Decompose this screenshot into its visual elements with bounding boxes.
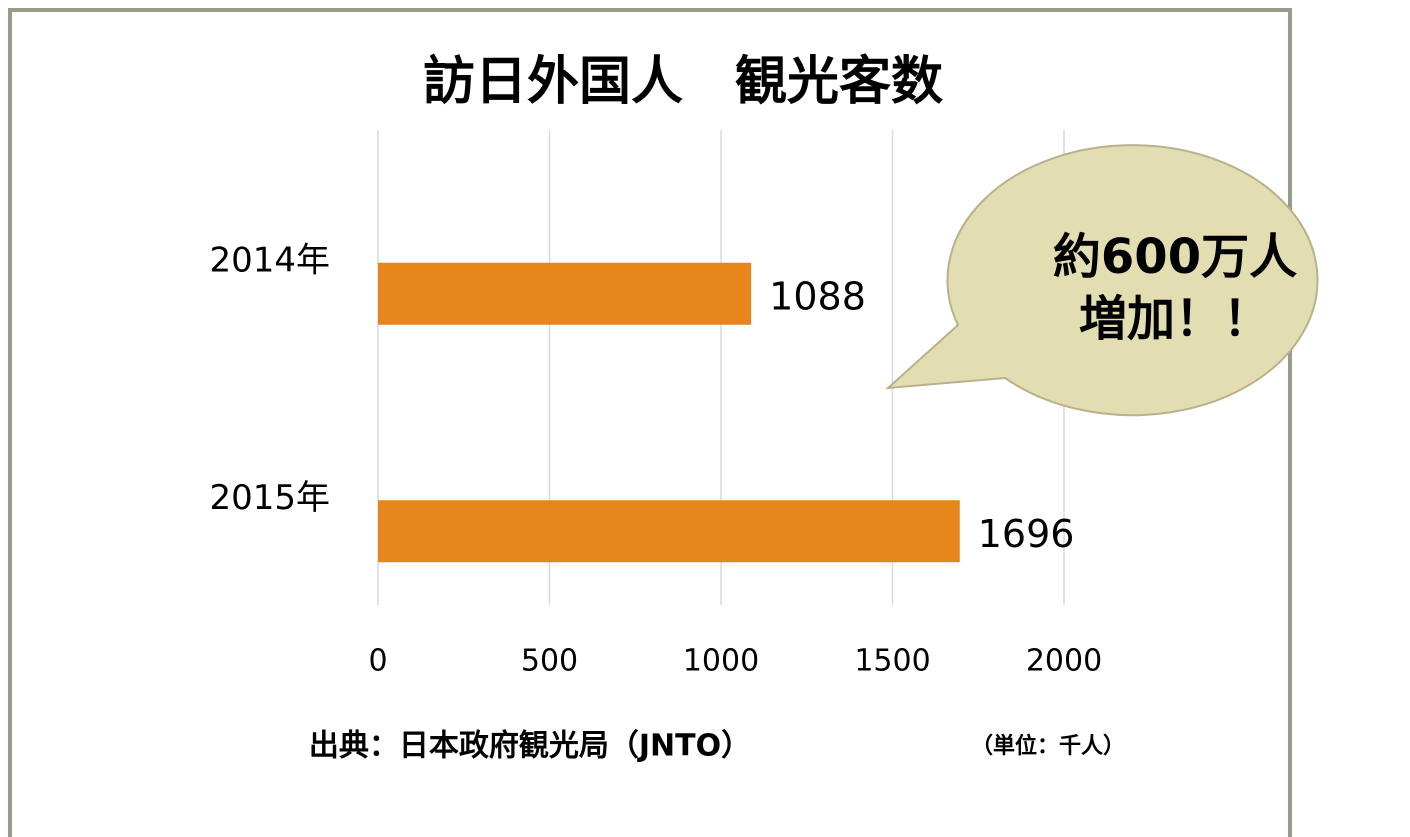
x-tick-label: 1000 [683, 644, 759, 679]
source-note: 出典：日本政府観光局（JNTO） [309, 729, 751, 764]
x-tick-label: 0 [368, 644, 387, 679]
y-tick-label: 2014年 [209, 240, 330, 280]
bubble-text: 約600万人 [1053, 229, 1297, 285]
y-tick-label: 2015年 [209, 478, 330, 518]
chart-title: 訪日外国人 観光客数 [423, 52, 943, 112]
frame [8, 8, 1292, 837]
value-label: 1696 [978, 512, 1075, 556]
bar [378, 500, 960, 563]
x-tick-label: 2000 [1026, 644, 1102, 679]
bubble-text: 増加！！ [1079, 291, 1271, 347]
x-tick-label: 500 [521, 644, 578, 679]
value-label: 1088 [769, 274, 866, 318]
speech-bubble [885, 144, 1319, 417]
unit-note: （単位：千人） [971, 733, 1125, 759]
plot-area: 0 500 1000 1500 2000 2014年 1088 2015年 1696 [209, 130, 1102, 679]
bar [378, 262, 752, 325]
x-tick-label: 1500 [854, 644, 930, 679]
